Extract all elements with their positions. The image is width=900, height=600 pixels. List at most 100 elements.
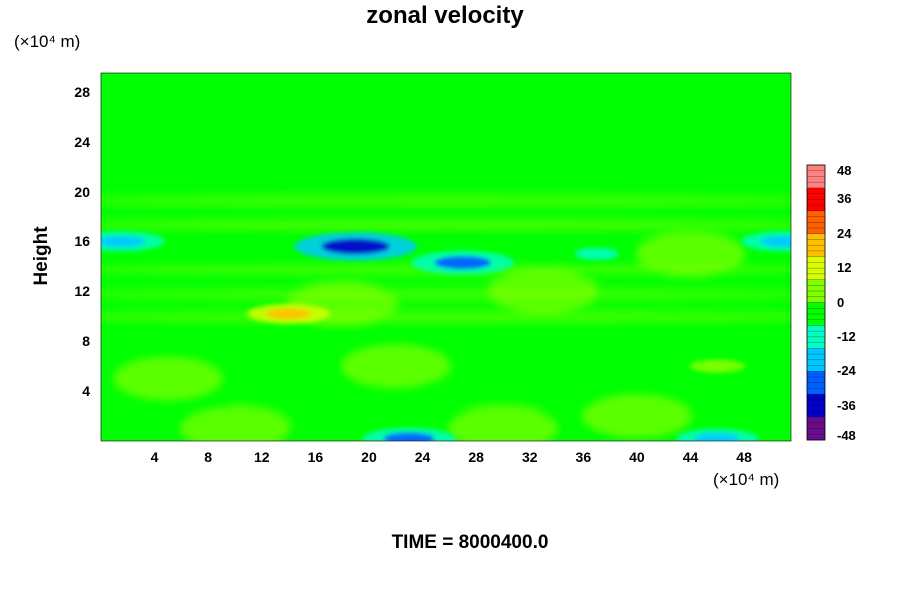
x-tick-label: 28 xyxy=(468,449,484,465)
colorbar-segment xyxy=(807,411,825,418)
field-band-0 xyxy=(101,183,791,192)
colorbar-segment xyxy=(807,262,825,269)
y-tick-label: 28 xyxy=(74,83,90,100)
colorbar-tick-label: 48 xyxy=(837,163,852,178)
y-tick-label: 8 xyxy=(82,333,90,350)
colorbar-frame xyxy=(806,164,826,441)
colorbar-tick-label: -24 xyxy=(837,363,856,379)
colorbar-segment xyxy=(807,250,825,257)
field-patch-2 xyxy=(340,344,451,389)
field-band-3 xyxy=(101,219,791,228)
feature-core-4 xyxy=(576,249,617,259)
colorbar-segment xyxy=(807,302,825,309)
y-axis-unit: (×10⁴ m) xyxy=(14,32,81,51)
colorbar-segment xyxy=(807,417,825,424)
colorbar-segment xyxy=(807,371,825,378)
field-patch-0 xyxy=(112,356,223,401)
x-tick-label: 8 xyxy=(204,449,213,465)
feature-core-1 xyxy=(434,256,492,270)
colorbar-segment xyxy=(807,331,825,338)
colorbar-tick-label: -48 xyxy=(837,428,856,443)
colorbar-segment xyxy=(807,434,825,441)
x-axis-unit: (×10⁴ m) xyxy=(713,470,780,489)
colorbar-segment xyxy=(807,342,825,349)
colorbar-segment xyxy=(807,405,825,412)
field-patch-7 xyxy=(447,406,558,441)
feature-core-6 xyxy=(265,308,312,320)
field-patch-3 xyxy=(447,369,558,414)
colorbar-segment xyxy=(807,228,825,235)
time-annotation: TIME = 8000400.0 xyxy=(391,532,549,553)
colorbar-segment xyxy=(807,216,825,223)
feature-core-8 xyxy=(694,433,741,441)
feature-core-7 xyxy=(383,432,435,441)
colorbar-segment xyxy=(807,193,825,200)
plot-frame xyxy=(100,72,792,442)
velocity-field xyxy=(101,73,791,441)
colorbar-segment xyxy=(807,176,825,183)
colorbar-segment xyxy=(807,187,825,194)
colorbar-segment xyxy=(807,233,825,240)
colorbar-segment xyxy=(807,273,825,280)
x-tick-label: 20 xyxy=(361,449,377,465)
colorbar-segment xyxy=(807,394,825,401)
colorbar-segment xyxy=(807,279,825,286)
colorbar-segment xyxy=(807,170,825,177)
field-patch-6 xyxy=(179,406,290,441)
field-features xyxy=(101,231,791,441)
field-patch-11 xyxy=(635,231,746,276)
x-tick-label: 48 xyxy=(736,449,752,465)
colorbar-segment xyxy=(807,296,825,303)
field-patch-8 xyxy=(715,369,791,414)
field-band-1 xyxy=(101,196,791,205)
colorbar-segment xyxy=(807,256,825,263)
chart-title: zonal velocity xyxy=(366,2,524,29)
colorbar-segment xyxy=(807,245,825,252)
field-band-6 xyxy=(101,276,791,285)
colorbar-tick-label: 0 xyxy=(837,294,845,310)
colorbar-segment xyxy=(807,199,825,206)
colorbar-segment xyxy=(807,222,825,229)
colorbar-segment xyxy=(807,268,825,275)
colorbar-segment xyxy=(807,291,825,298)
field-band-9 xyxy=(101,312,791,321)
x-tick-label: 12 xyxy=(253,449,270,465)
y-tick-label: 16 xyxy=(74,233,90,250)
colorbar-tick-label: 12 xyxy=(837,260,852,276)
colorbar-segment xyxy=(807,319,825,326)
y-tick-label: 24 xyxy=(74,133,90,150)
x-tick-label: 36 xyxy=(575,449,592,465)
field-layer-0 xyxy=(101,73,791,180)
colorbar-segment xyxy=(807,325,825,332)
colorbar-segment xyxy=(807,239,825,246)
colorbar-tick-label: 36 xyxy=(837,191,852,207)
colorbar-tick-label: -12 xyxy=(837,328,856,344)
colorbar-segment xyxy=(807,205,825,212)
x-tick-label: 24 xyxy=(414,449,431,465)
colorbar-segment xyxy=(807,336,825,343)
colorbar-segment xyxy=(807,376,825,384)
colorbar-segment xyxy=(807,354,825,361)
field-band-4 xyxy=(101,227,791,236)
field-band-7 xyxy=(101,289,791,298)
colorbar-segment xyxy=(807,365,825,372)
colorbar-tick-label: 24 xyxy=(837,225,852,241)
colorbar-segment xyxy=(807,182,825,189)
feature-core-0 xyxy=(321,238,390,255)
colorbar-segment xyxy=(807,348,825,355)
feature-core-5 xyxy=(702,362,733,370)
field-band-2 xyxy=(101,206,791,215)
field-band-8 xyxy=(101,301,791,310)
colorbar-tick-label: -36 xyxy=(837,397,856,413)
colorbar-segment xyxy=(807,422,825,429)
field-patch-5 xyxy=(581,394,692,439)
colorbar-segment xyxy=(807,285,825,292)
colorbar-segment xyxy=(807,165,825,172)
x-tick-label: 4 xyxy=(150,449,159,465)
colorbar-segment xyxy=(807,428,825,435)
colorbar-segment xyxy=(807,388,825,395)
colorbar-segment xyxy=(807,313,825,320)
feature-core-3 xyxy=(760,235,791,248)
field-patch-4 xyxy=(528,331,639,376)
